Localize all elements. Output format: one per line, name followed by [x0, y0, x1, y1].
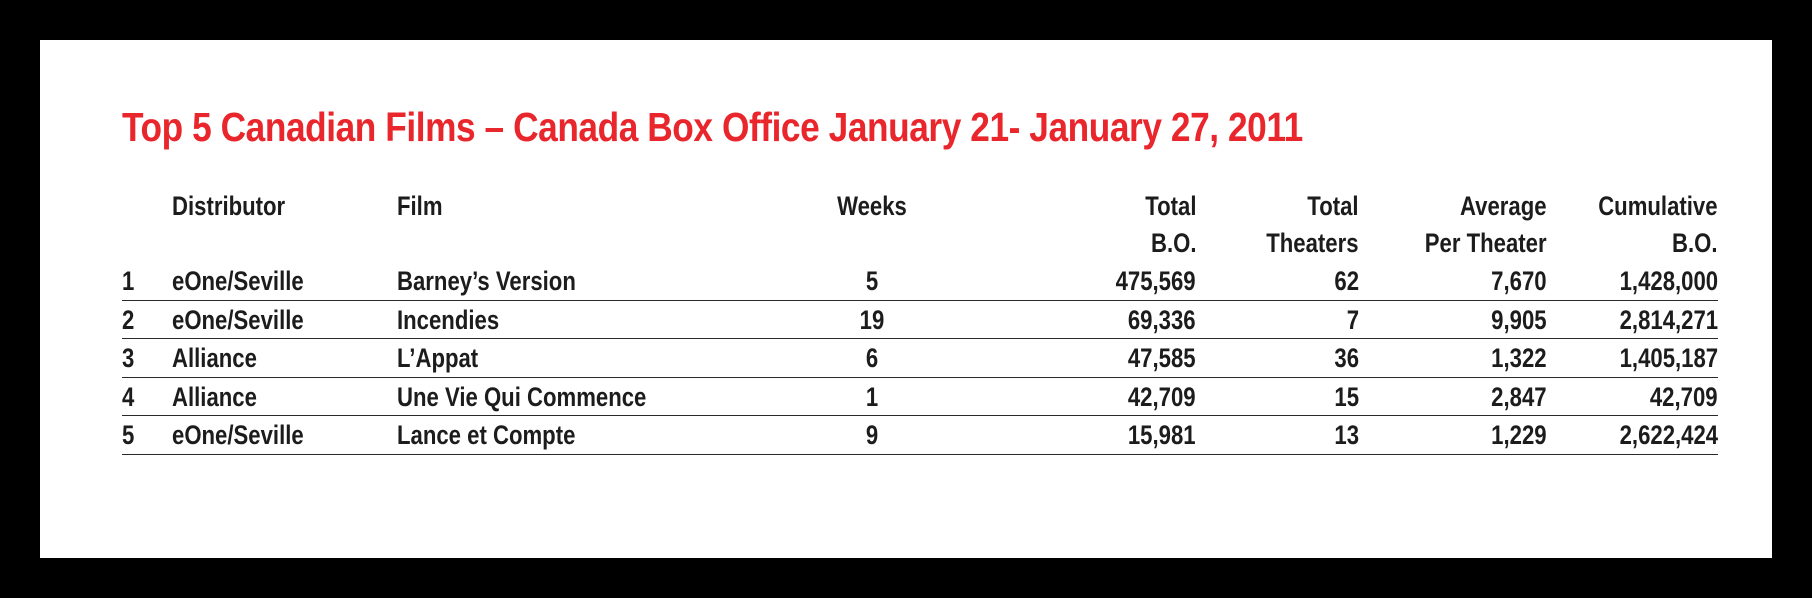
row-cumulative: 2,622,424 [1619, 420, 1718, 450]
header-total-bo-line2: B.O. [1150, 228, 1196, 258]
header-distributor: Distributor [172, 191, 286, 221]
row-total-theaters: 13 [1334, 420, 1359, 450]
row-total-theaters: 62 [1334, 266, 1359, 296]
header-total-theaters-line2: Theaters [1266, 228, 1359, 258]
row-weeks: 19 [859, 304, 885, 335]
row-total-theaters: 36 [1334, 343, 1359, 373]
header-weeks: Weeks [837, 191, 907, 221]
table-header: Distributor Film Weeks Total B.O. Total Th… [122, 188, 1718, 262]
row-cumulative: 1,405,187 [1619, 343, 1718, 373]
row-rank: 3 [122, 343, 135, 373]
row-rank: 4 [122, 381, 135, 412]
row-total-theaters: 15 [1334, 381, 1359, 412]
row-distributor: eOne/Seville [172, 266, 304, 296]
header-total-bo: Total B.O. [1145, 188, 1196, 262]
page-title: Top 5 Canadian Films – Canada Box Office… [122, 104, 1303, 150]
row-total-bo: 69,336 [1128, 304, 1196, 335]
header-film: Film [397, 191, 443, 221]
row-average: 1,229 [1491, 420, 1547, 450]
header-cumulative-bo: Cumulative B.O. [1599, 188, 1718, 262]
header-average-line2: Per Theater [1425, 228, 1547, 258]
row-weeks: 5 [865, 266, 879, 296]
header-total-theaters: Total Theaters [1267, 188, 1359, 262]
row-film: Barney’s Version [397, 266, 576, 296]
table-row: 5 eOne/Seville Lance et Compte 9 15,981 … [122, 416, 1718, 455]
row-weeks: 6 [865, 343, 879, 373]
row-distributor: eOne/Seville [172, 304, 304, 335]
header-cumulative-line2: B.O. [1672, 228, 1718, 258]
header-cumulative-line1: Cumulative [1598, 191, 1718, 221]
table-row: 3 Alliance L’Appat 6 47,585 36 1,322 1,4… [122, 339, 1718, 378]
row-weeks: 9 [865, 420, 879, 450]
row-film: Lance et Compte [397, 420, 576, 450]
row-distributor: Alliance [172, 381, 257, 412]
row-cumulative: 42,709 [1650, 381, 1718, 412]
row-average: 2,847 [1491, 381, 1547, 412]
box-office-table: Distributor Film Weeks Total B.O. Total Th… [122, 188, 1718, 455]
table-row: 2 eOne/Seville Incendies 19 69,336 7 9,9… [122, 301, 1718, 339]
row-total-bo: 42,709 [1128, 381, 1196, 412]
header-average-line1: Average [1460, 191, 1547, 221]
row-total-bo: 47,585 [1128, 343, 1196, 373]
table-row: 4 Alliance Une Vie Qui Commence 1 42,709… [122, 378, 1718, 416]
row-cumulative: 2,814,271 [1619, 304, 1718, 335]
row-cumulative: 1,428,000 [1619, 266, 1718, 296]
row-film: Incendies [397, 304, 500, 335]
row-film: Une Vie Qui Commence [397, 381, 647, 412]
row-total-bo: 15,981 [1128, 420, 1196, 450]
document-frame: Top 5 Canadian Films – Canada Box Office… [40, 40, 1772, 558]
row-rank: 1 [122, 266, 135, 296]
row-total-bo: 475,569 [1115, 266, 1196, 296]
row-average: 7,670 [1491, 266, 1547, 296]
row-rank: 2 [122, 304, 135, 335]
row-distributor: eOne/Seville [172, 420, 304, 450]
row-total-theaters: 7 [1346, 304, 1359, 335]
row-distributor: Alliance [172, 343, 257, 373]
row-average: 9,905 [1491, 304, 1547, 335]
table-row: 1 eOne/Seville Barney’s Version 5 475,56… [122, 262, 1718, 301]
header-total-bo-line1: Total [1144, 191, 1196, 221]
row-film: L’Appat [397, 343, 479, 373]
row-rank: 5 [122, 420, 135, 450]
header-total-theaters-line1: Total [1307, 191, 1359, 221]
row-average: 1,322 [1491, 343, 1547, 373]
header-average-per-theater: Average Per Theater [1425, 188, 1547, 262]
row-weeks: 1 [865, 381, 879, 412]
